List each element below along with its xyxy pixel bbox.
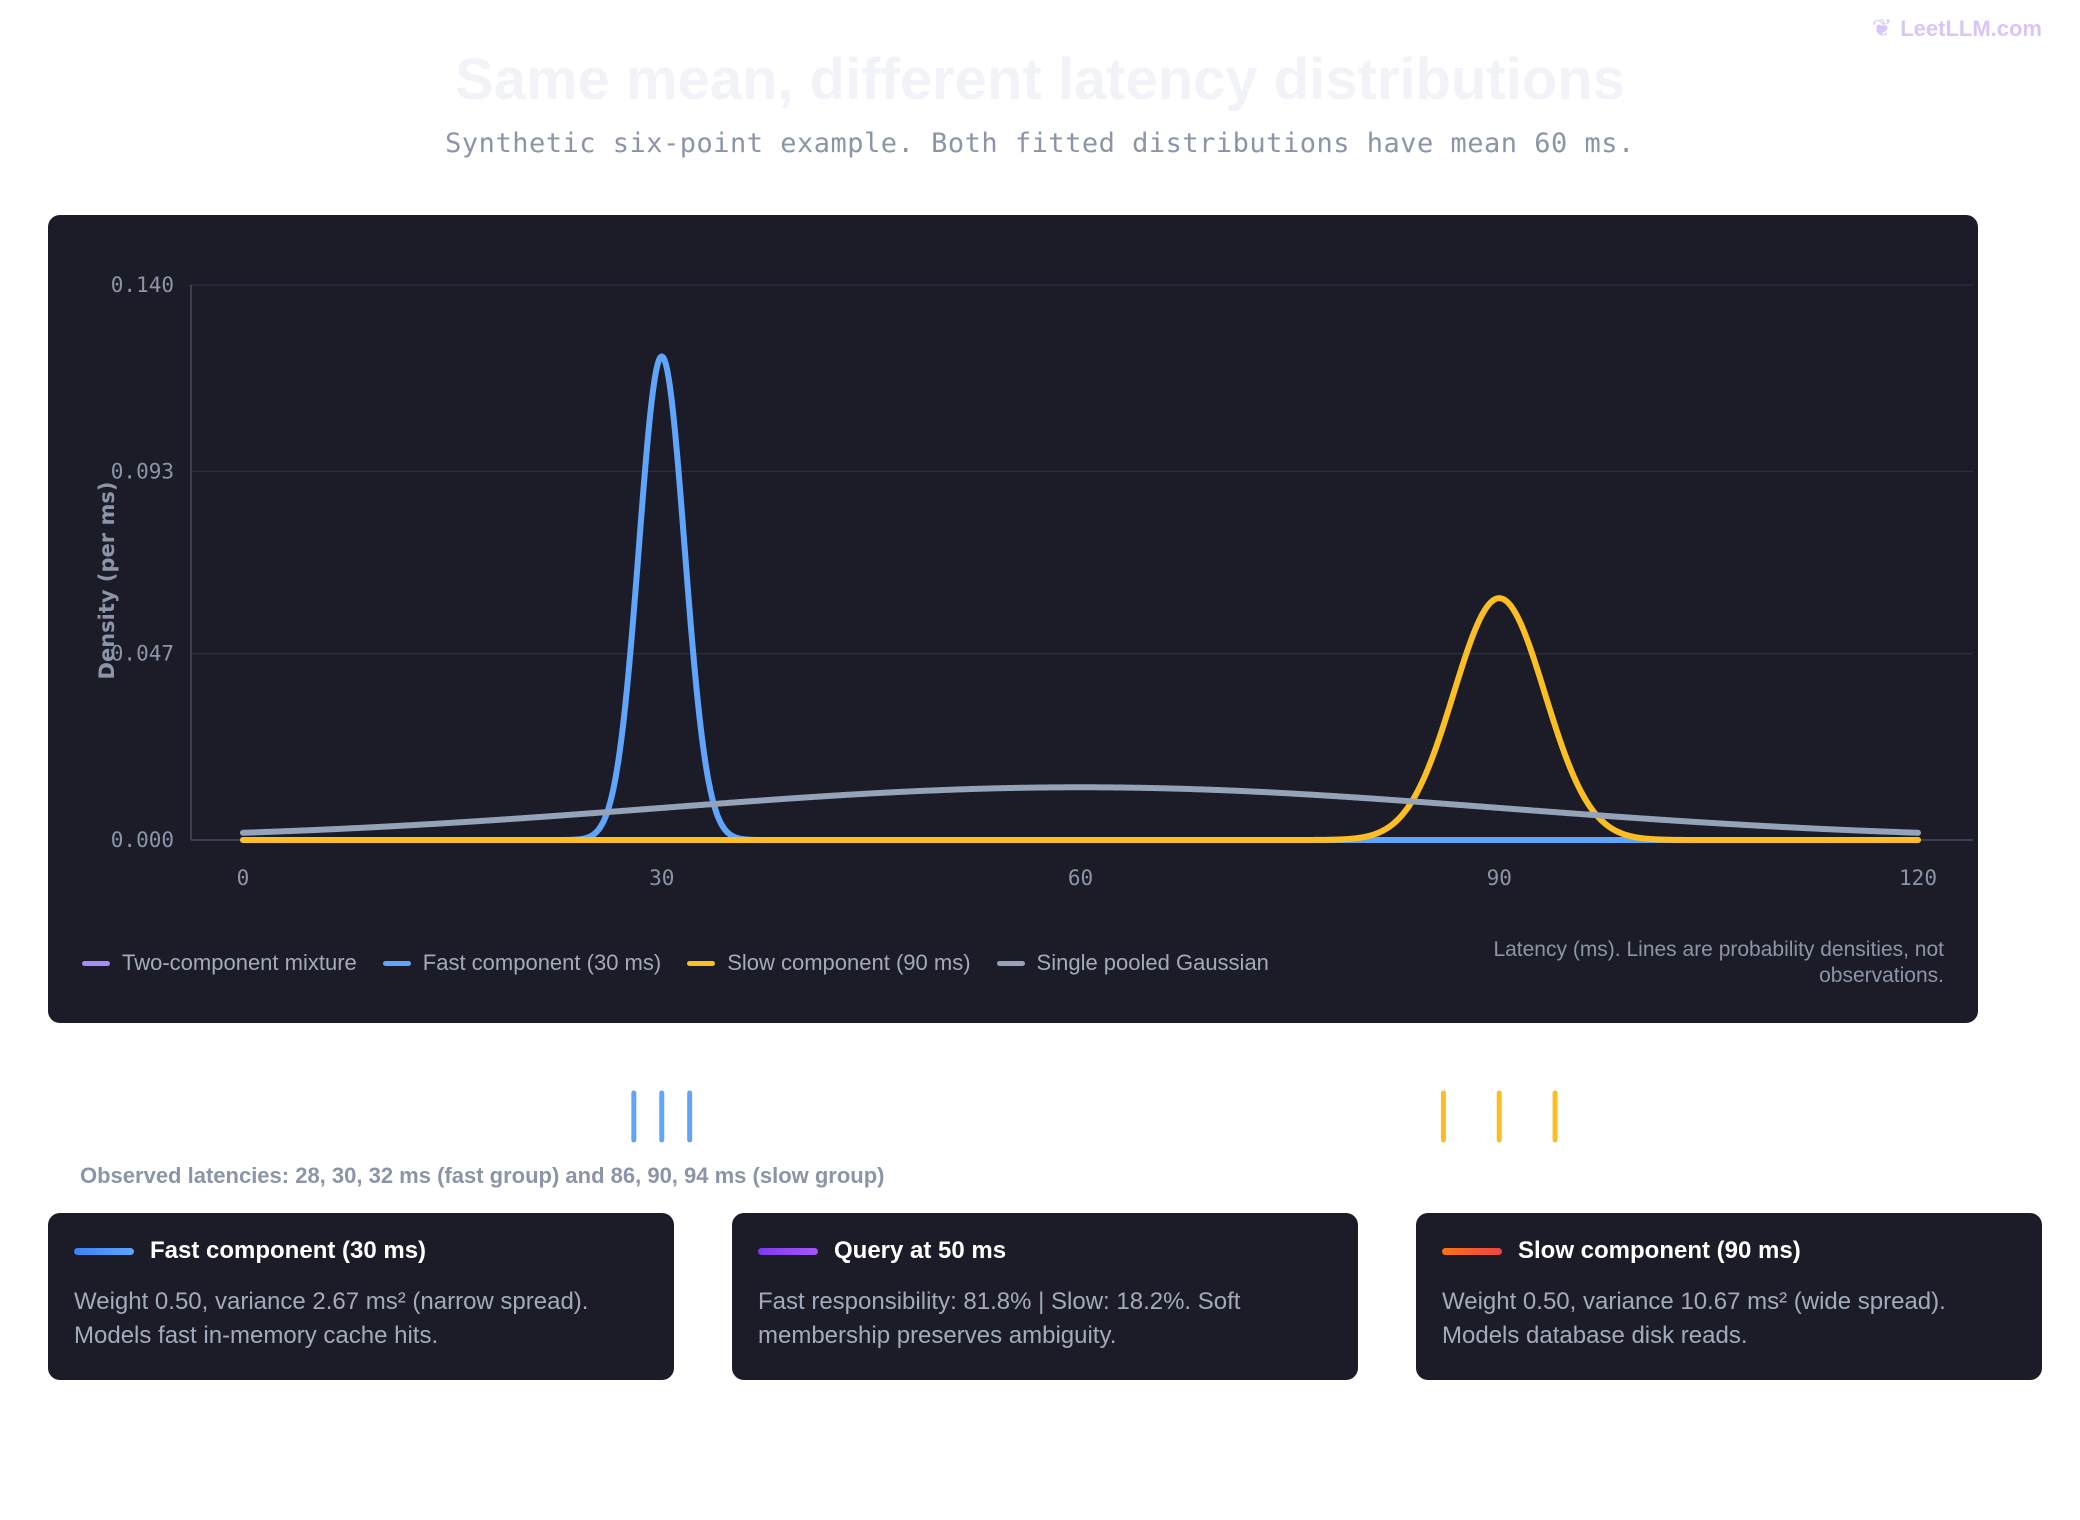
x-tick-label: 90 — [1487, 866, 1512, 890]
card-fast-title: Fast component (30 ms) — [150, 1237, 427, 1264]
series-line-fast — [240, 353, 1921, 843]
legend-item-fast[interactable]: Fast component (30 ms) — [382, 950, 662, 976]
y-tick-label: 0.047 — [111, 642, 174, 666]
card-slow-component: Slow component (90 ms) Weight 0.50, vari… — [1416, 1213, 2042, 1380]
card-slow-accent — [1442, 1247, 1502, 1255]
card-query-title: Query at 50 ms — [834, 1237, 1007, 1264]
card-slow-title: Slow component (90 ms) — [1518, 1237, 1801, 1264]
legend-label-pooled: Single pooled Gaussian — [1036, 950, 1269, 975]
y-tick-label: 0.140 — [111, 273, 174, 297]
legend-label-slow: Slow component (90 ms) — [727, 950, 971, 975]
observation-rug — [631, 1090, 1558, 1143]
x-tick-label: 0 — [237, 866, 250, 890]
card-slow-body: Weight 0.50, variance 10.67 ms² (wide sp… — [1442, 1288, 1946, 1349]
legend-label-mixture: Two-component mixture — [122, 950, 357, 975]
density-chart: 0.000 0.047 0.093 0.140 0 30 60 90 120 Density (p… — [95, 273, 1973, 890]
chart-legend: Two-component mixture Fast component (30… — [82, 950, 1269, 976]
card-query-accent — [758, 1247, 818, 1255]
card-query: Query at 50 ms Fast responsibility: 81.8… — [732, 1213, 1358, 1380]
legend-swatch-pooled — [996, 960, 1025, 966]
brain-icon: ❦ — [1872, 15, 1893, 42]
page-subtitle: Synthetic six-point example. Both fitted… — [445, 128, 1635, 159]
observed-latencies: Observed latencies: 28, 30, 32 ms (fast … — [80, 1163, 885, 1188]
series-line-slow — [240, 595, 1921, 843]
card-fast-component: Fast component (30 ms) Weight 0.50, vari… — [48, 1213, 674, 1380]
y-tick-label: 0.093 — [111, 459, 174, 483]
y-tick-label: 0.000 — [111, 828, 174, 852]
legend-swatch-fast — [382, 960, 411, 966]
x-tick-label: 120 — [1899, 866, 1937, 890]
legend-item-pooled[interactable]: Single pooled Gaussian — [996, 950, 1269, 976]
legend-item-slow[interactable]: Slow component (90 ms) — [687, 950, 971, 976]
series-line-pooled — [240, 784, 1921, 836]
card-fast-body: Weight 0.50, variance 2.67 ms² (narrow s… — [74, 1288, 589, 1349]
chart-panel: 0.000 0.047 0.093 0.140 0 30 60 90 120 Density (p… — [48, 215, 1978, 1023]
page-title: Same mean, different latency distributio… — [455, 47, 1625, 112]
legend-item-mixture[interactable]: Two-component mixture — [82, 950, 357, 976]
brand-name: LeetLLM.com — [1900, 15, 2042, 41]
y-axis-label: Density (per ms) — [95, 482, 119, 680]
card-query-body: Fast responsibility: 81.8% | Slow: 18.2%… — [758, 1288, 1241, 1349]
x-tick-label: 30 — [649, 866, 674, 890]
card-fast-accent — [74, 1247, 134, 1255]
legend-swatch-mixture — [82, 960, 110, 966]
x-tick-label: 60 — [1068, 866, 1093, 890]
legend-swatch-slow — [687, 960, 716, 966]
brand[interactable]: ❦ LeetLLM.com — [1872, 14, 2042, 43]
x-axis-caption: Latency (ms). Lines are probability dens… — [1493, 938, 1944, 987]
legend-label-fast: Fast component (30 ms) — [422, 950, 662, 975]
